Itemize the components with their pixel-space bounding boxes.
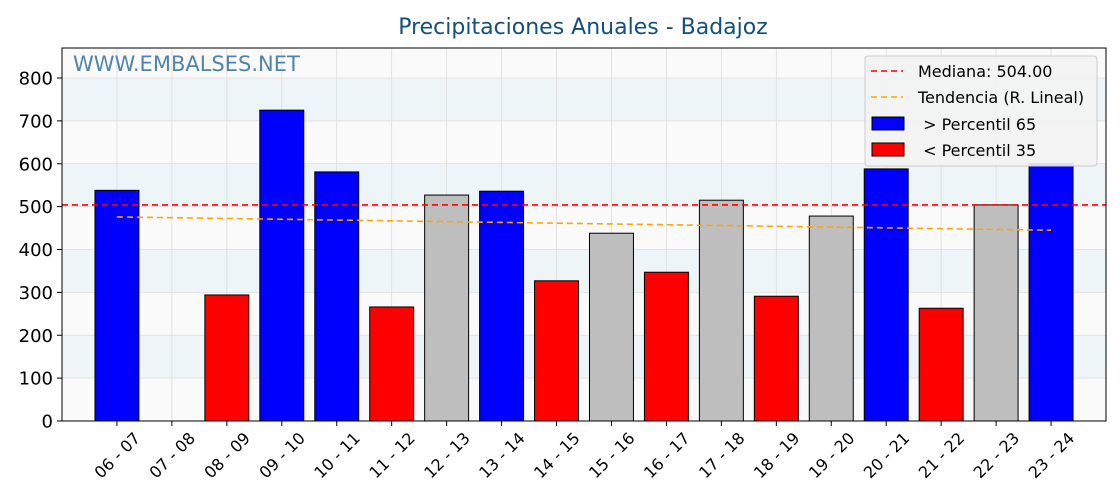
legend-item: Mediana: 504.00 bbox=[871, 62, 1052, 81]
y-tick-label: 100 bbox=[19, 369, 53, 390]
bar-23-24 bbox=[1028, 162, 1074, 422]
legend-item: > Percentil 65 bbox=[871, 115, 1036, 134]
legend-item: Tendencia (R. Lineal) bbox=[871, 88, 1084, 107]
y-tick-label: 800 bbox=[19, 69, 53, 90]
reference-lines bbox=[62, 204, 1106, 232]
bar-18-19 bbox=[753, 295, 799, 422]
bar-17-18 bbox=[698, 199, 744, 422]
legend-patch-swatch bbox=[871, 116, 905, 131]
legend-label: > Percentil 65 bbox=[918, 115, 1036, 134]
bars bbox=[94, 109, 1074, 422]
bar-13-14 bbox=[479, 190, 525, 422]
legend-label: Tendencia (R. Lineal) bbox=[917, 88, 1084, 107]
y-tick-label: 500 bbox=[19, 197, 53, 218]
bar-20-21 bbox=[863, 168, 909, 422]
bar-21-22 bbox=[918, 307, 964, 422]
bar-06-07 bbox=[94, 189, 140, 422]
y-axis: 0 100 200 300 400 500 600 700 800 bbox=[19, 69, 62, 433]
bar-12-13 bbox=[424, 194, 470, 422]
legend: Mediana: 504.00 Tendencia (R. Lineal) > P… bbox=[864, 55, 1098, 167]
y-tick-label: 700 bbox=[19, 111, 53, 132]
bar-08-09 bbox=[204, 294, 250, 422]
legend-box bbox=[864, 55, 1098, 167]
trend-line bbox=[116, 216, 1052, 232]
watermark: WWW.EMBALSES.NET bbox=[73, 52, 300, 76]
y-tick-label: 600 bbox=[19, 154, 53, 175]
y-tick-label: 0 bbox=[42, 412, 53, 433]
background-band bbox=[62, 163, 1106, 207]
y-tick-label: 400 bbox=[19, 240, 53, 261]
bar-15-16 bbox=[588, 232, 634, 422]
plot-border bbox=[61, 47, 1107, 422]
bar-19-20 bbox=[808, 215, 854, 422]
y-tick-label: 200 bbox=[19, 326, 53, 347]
background-band bbox=[62, 249, 1106, 293]
plot-frame bbox=[61, 47, 1107, 422]
bar-14-15 bbox=[534, 280, 580, 422]
legend-item: < Percentil 35 bbox=[871, 141, 1036, 160]
bar-11-12 bbox=[369, 306, 415, 422]
bar-09-10 bbox=[259, 109, 305, 422]
chart-title: Precipitaciones Anuales - Badajoz bbox=[398, 15, 768, 40]
legend-patch-swatch bbox=[871, 142, 905, 157]
legend-label: < Percentil 35 bbox=[918, 141, 1036, 160]
bar-22-23 bbox=[973, 204, 1019, 422]
bar-16-17 bbox=[643, 271, 689, 422]
legend-label: Mediana: 504.00 bbox=[918, 62, 1052, 81]
bar-10-11 bbox=[314, 171, 360, 422]
y-tick-label: 300 bbox=[19, 283, 53, 304]
